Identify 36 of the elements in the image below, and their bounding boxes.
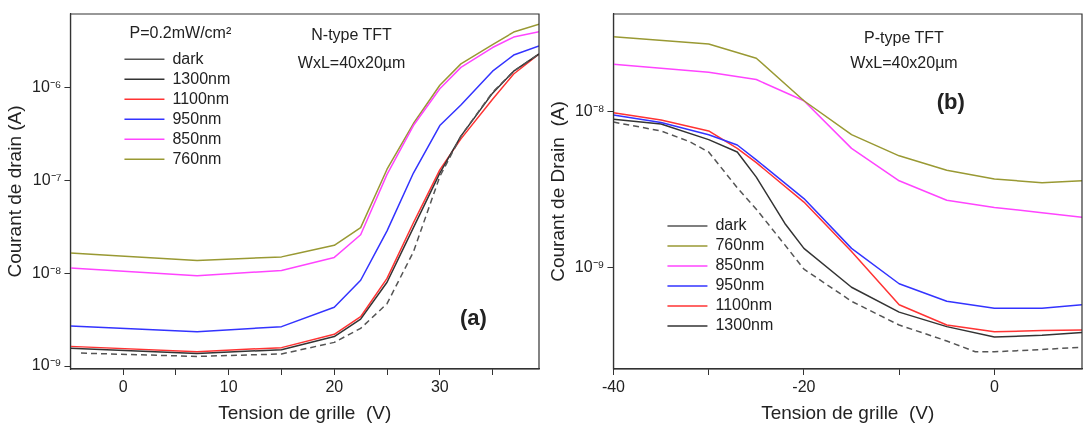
annotation: N-type TFT [311, 25, 393, 43]
x-tick-label: -40 [601, 378, 626, 396]
legend-label: dark [715, 216, 748, 234]
x-tick-label: 20 [325, 378, 344, 396]
x-tick-label: 10 [219, 378, 238, 396]
legend-label: 950nm [172, 109, 222, 127]
x-tick-label: 0 [118, 378, 128, 396]
y-tick-label: 10⁻⁸ [574, 101, 605, 119]
x-axis-title: Tension de grille (V) [218, 401, 392, 423]
legend-label: 1100nm [172, 89, 230, 107]
annotation: (b) [936, 88, 965, 114]
x-tick-label: -20 [792, 378, 816, 396]
legend-label: dark [172, 49, 205, 67]
annotation: (a) [459, 305, 487, 331]
y-axis-title: Courant de Drain (A) [546, 101, 568, 282]
legend-label: 760nm [172, 149, 222, 167]
legend-label: 1100nm [715, 296, 773, 314]
legend-label: 1300nm [172, 69, 231, 87]
y-tick-label: 10⁻⁸ [31, 263, 62, 281]
y-tick-label: 10⁻⁹ [574, 258, 605, 276]
legend-label: 760nm [715, 236, 765, 254]
annotation: WxL=40x20µm [850, 54, 958, 72]
y-axis-title: Courant de drain (A) [3, 105, 25, 278]
legend-title: P=0.2mW/cm² [129, 24, 232, 42]
legend-label: 850nm [715, 256, 765, 274]
y-tick-label: 10⁻⁹ [31, 356, 62, 374]
legend-label: 1300nm [715, 316, 774, 334]
legend-label: 850nm [172, 129, 222, 147]
x-axis-title: Tension de grille (V) [761, 401, 935, 423]
legend-label: 950nm [715, 276, 765, 294]
annotation: P-type TFT [864, 29, 945, 47]
y-tick-label: 10⁻⁶ [32, 77, 62, 95]
y-tick-label: 10⁻⁷ [32, 170, 62, 188]
annotation: WxL=40x20µm [297, 54, 406, 72]
x-tick-label: 30 [430, 378, 449, 396]
x-tick-label: 0 [989, 378, 999, 396]
